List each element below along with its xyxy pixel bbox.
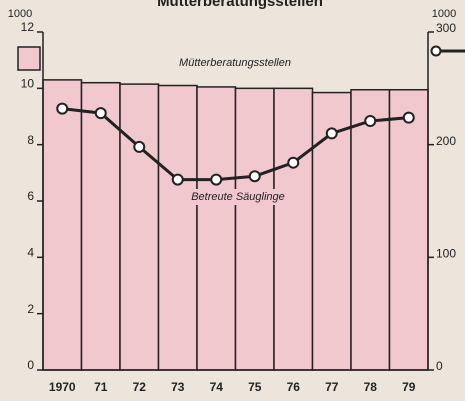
line-legend-symbol [432, 47, 441, 56]
y-tick-label: 10 [21, 77, 35, 91]
bar [236, 88, 275, 370]
bar [159, 86, 198, 370]
point [173, 175, 183, 185]
x-tick-label: 74 [210, 380, 224, 394]
y2-tick-label: 200 [436, 134, 456, 148]
point [327, 128, 337, 138]
series-label: Mütterberatungsstellen [179, 57, 291, 69]
x-tick-label: 79 [402, 380, 416, 394]
bar [120, 84, 159, 370]
bar [43, 80, 82, 370]
x-tick-label: 71 [94, 380, 108, 394]
x-tick-label: 73 [171, 380, 185, 394]
chart: Mütterberatungsstellen 1000 1000 0246810… [0, 0, 465, 401]
point [96, 108, 106, 118]
point [288, 158, 298, 168]
point [404, 113, 414, 123]
x-tick-label: 72 [133, 380, 147, 394]
y2-tick-label: 100 [436, 247, 456, 261]
y-tick-label: 6 [27, 189, 34, 203]
bar [390, 90, 429, 370]
y-tick-label: 8 [27, 133, 34, 147]
point [250, 171, 260, 181]
x-tick-label: 76 [287, 380, 301, 394]
y-tick-label: 0 [27, 358, 34, 372]
bar-legend-symbol [18, 47, 40, 70]
point [211, 175, 221, 185]
x-tick-label: 77 [325, 380, 339, 394]
y2-tick-label: 0 [436, 359, 443, 373]
x-tick-label: 75 [248, 380, 262, 394]
chart-title: Mütterberatungsstellen [157, 0, 323, 10]
y-unit-label: 1000 [8, 8, 32, 20]
point [134, 142, 144, 152]
y2-unit-label: 1000 [432, 8, 456, 20]
point [365, 116, 375, 126]
x-tick-label: 1970 [49, 380, 76, 394]
y-tick-label: 4 [27, 246, 34, 260]
y-tick-label: 2 [27, 302, 34, 316]
y-tick-label: 12 [21, 20, 35, 34]
bar [274, 88, 313, 370]
point [57, 104, 67, 114]
bar [197, 87, 236, 370]
bar [351, 90, 390, 370]
series-label: Betreute Säuglinge [191, 191, 285, 203]
x-tick-label: 78 [364, 380, 378, 394]
y2-tick-label: 300 [436, 21, 456, 35]
